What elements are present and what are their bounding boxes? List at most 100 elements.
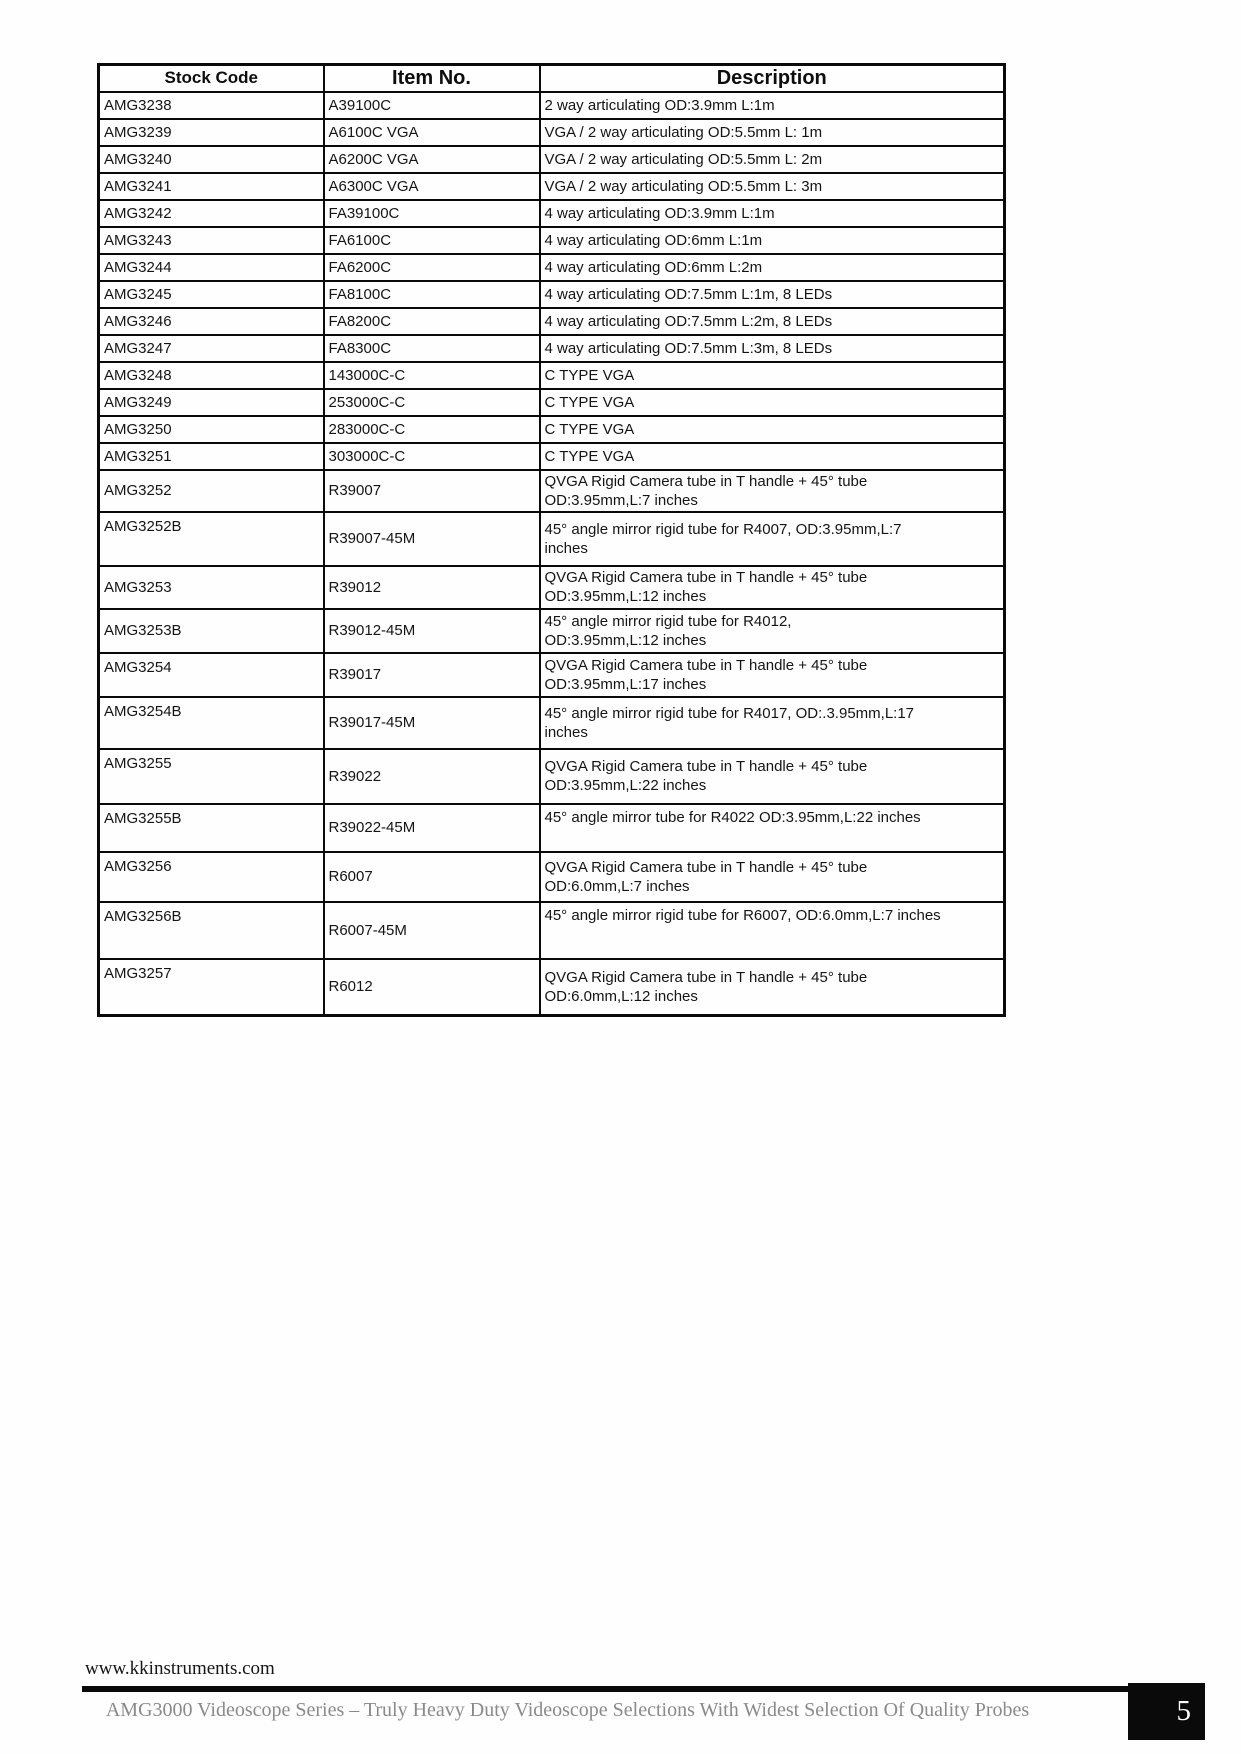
- table-row: AMG3245 FA8100C 4 way articulating OD:7.…: [97, 279, 1006, 309]
- description-cell: VGA / 2 way articulating OD:5.5mm L: 2m: [538, 144, 1006, 174]
- item-no-cell: R6007: [322, 850, 541, 903]
- stock-code-cell: AMG3253: [97, 564, 325, 610]
- table-row: AMG3252B R39007-45M 45° angle mirror rig…: [97, 510, 1006, 567]
- description-cell: 4 way articulating OD:3.9mm L:1m: [538, 198, 1006, 228]
- item-no-cell: FA6100C: [322, 225, 541, 255]
- description-cell: C TYPE VGA: [538, 441, 1006, 471]
- table-row: AMG3248 143000C-C C TYPE VGA: [97, 360, 1006, 390]
- stock-code-cell: AMG3238: [97, 90, 325, 120]
- table-row: AMG3253 R39012 QVGA Rigid Camera tube in…: [97, 564, 1006, 610]
- description-cell: C TYPE VGA: [538, 360, 1006, 390]
- table-row: AMG3247 FA8300C 4 way articulating OD:7.…: [97, 333, 1006, 363]
- table-row: AMG3249 253000C-C C TYPE VGA: [97, 387, 1006, 417]
- description-cell: C TYPE VGA: [538, 414, 1006, 444]
- description-cell: 4 way articulating OD:7.5mm L:2m, 8 LEDs: [538, 306, 1006, 336]
- footer-website-url: www.kkinstruments.com: [85, 1658, 275, 1679]
- footer-tagline: AMG3000 Videoscope Series – Truly Heavy …: [105, 1699, 1030, 1721]
- table-row: AMG3243 FA6100C 4 way articulating OD:6m…: [97, 225, 1006, 255]
- stock-code-cell: AMG3243: [97, 225, 325, 255]
- stock-code-cell: AMG3256B: [97, 900, 325, 960]
- stock-code-cell: AMG3250: [97, 414, 325, 444]
- table-row: AMG3250 283000C-C C TYPE VGA: [97, 414, 1006, 444]
- item-no-cell: R39022-45M: [322, 802, 541, 853]
- table-header-row: Stock Code Item No. Description: [97, 63, 1006, 93]
- item-no-cell: 283000C-C: [322, 414, 541, 444]
- stock-code-cell: AMG3241: [97, 171, 325, 201]
- stock-code-cell: AMG3245: [97, 279, 325, 309]
- description-cell: C TYPE VGA: [538, 387, 1006, 417]
- table-row: AMG3238 A39100C 2 way articulating OD:3.…: [97, 90, 1006, 120]
- item-no-cell: A39100C: [322, 90, 541, 120]
- stock-code-cell: AMG3252: [97, 468, 325, 513]
- description-cell: 4 way articulating OD:7.5mm L:3m, 8 LEDs: [538, 333, 1006, 363]
- table-row: AMG3254 R39017 QVGA Rigid Camera tube in…: [97, 651, 1006, 698]
- item-no-cell: R39012: [322, 564, 541, 610]
- table-row: AMG3239 A6100C VGA VGA / 2 way articulat…: [97, 117, 1006, 147]
- description-cell: 2 way articulating OD:3.9mm L:1m: [538, 90, 1006, 120]
- description-cell: 45° angle mirror rigid tube for R4012, O…: [538, 607, 1006, 654]
- description-cell: 45° angle mirror tube for R4022 OD:3.95m…: [538, 802, 1006, 853]
- stock-code-cell: AMG3239: [97, 117, 325, 147]
- description-cell: QVGA Rigid Camera tube in T handle + 45°…: [538, 850, 1006, 903]
- page-number-badge: 5: [1128, 1683, 1205, 1740]
- description-cell: QVGA Rigid Camera tube in T handle + 45°…: [538, 468, 1006, 513]
- stock-code-cell: AMG3256: [97, 850, 325, 903]
- description-cell: 45° angle mirror rigid tube for R6007, O…: [538, 900, 1006, 960]
- item-no-cell: FA6200C: [322, 252, 541, 282]
- table-row: AMG3255B R39022-45M 45° angle mirror tub…: [97, 802, 1006, 853]
- table-row: AMG3240 A6200C VGA VGA / 2 way articulat…: [97, 144, 1006, 174]
- stock-code-cell: AMG3244: [97, 252, 325, 282]
- item-no-cell: FA8300C: [322, 333, 541, 363]
- item-no-cell: 303000C-C: [322, 441, 541, 471]
- stock-code-cell: AMG3255: [97, 747, 325, 805]
- item-no-cell: 253000C-C: [322, 387, 541, 417]
- stock-code-cell: AMG3251: [97, 441, 325, 471]
- description-cell: 4 way articulating OD:6mm L:1m: [538, 225, 1006, 255]
- description-cell: QVGA Rigid Camera tube in T handle + 45°…: [538, 747, 1006, 805]
- table-row: AMG3255 R39022 QVGA Rigid Camera tube in…: [97, 747, 1006, 805]
- footer-divider-rule: [82, 1686, 1128, 1692]
- table-row: AMG3252 R39007 QVGA Rigid Camera tube in…: [97, 468, 1006, 513]
- table-row: AMG3257 R6012 QVGA Rigid Camera tube in …: [97, 957, 1006, 1017]
- item-no-cell: A6200C VGA: [322, 144, 541, 174]
- stock-code-cell: AMG3242: [97, 198, 325, 228]
- item-no-cell: FA39100C: [322, 198, 541, 228]
- table-row: AMG3251 303000C-C C TYPE VGA: [97, 441, 1006, 471]
- stock-code-cell: AMG3254: [97, 651, 325, 698]
- stock-code-cell: AMG3253B: [97, 607, 325, 654]
- description-cell: 45° angle mirror rigid tube for R4007, O…: [538, 510, 1006, 567]
- table-row: AMG3256B R6007-45M 45° angle mirror rigi…: [97, 900, 1006, 960]
- description-cell: 4 way articulating OD:7.5mm L:1m, 8 LEDs: [538, 279, 1006, 309]
- stock-code-cell: AMG3254B: [97, 695, 325, 750]
- table-row: AMG3242 FA39100C 4 way articulating OD:3…: [97, 198, 1006, 228]
- item-no-cell: R39012-45M: [322, 607, 541, 654]
- description-cell: VGA / 2 way articulating OD:5.5mm L: 1m: [538, 117, 1006, 147]
- description-cell: 45° angle mirror rigid tube for R4017, O…: [538, 695, 1006, 750]
- header-description: Description: [538, 63, 1006, 93]
- table-row: AMG3256 R6007 QVGA Rigid Camera tube in …: [97, 850, 1006, 903]
- stock-code-cell: AMG3249: [97, 387, 325, 417]
- item-no-cell: R6012: [322, 957, 541, 1017]
- table-row: AMG3241 A6300C VGA VGA / 2 way articulat…: [97, 171, 1006, 201]
- stock-code-cell: AMG3247: [97, 333, 325, 363]
- item-no-cell: 143000C-C: [322, 360, 541, 390]
- description-cell: QVGA Rigid Camera tube in T handle + 45°…: [538, 651, 1006, 698]
- products-table: Stock Code Item No. Description AMG3238 …: [97, 63, 1006, 1017]
- item-no-cell: R39007: [322, 468, 541, 513]
- description-cell: QVGA Rigid Camera tube in T handle + 45°…: [538, 564, 1006, 610]
- item-no-cell: A6100C VGA: [322, 117, 541, 147]
- item-no-cell: FA8200C: [322, 306, 541, 336]
- page-number: 5: [1176, 1695, 1192, 1727]
- item-no-cell: R39022: [322, 747, 541, 805]
- stock-code-cell: AMG3240: [97, 144, 325, 174]
- header-item-no: Item No.: [322, 63, 541, 93]
- table-row: AMG3246 FA8200C 4 way articulating OD:7.…: [97, 306, 1006, 336]
- item-no-cell: A6300C VGA: [322, 171, 541, 201]
- table-row: AMG3254B R39017-45M 45° angle mirror rig…: [97, 695, 1006, 750]
- stock-code-cell: AMG3246: [97, 306, 325, 336]
- table-row: AMG3253B R39012-45M 45° angle mirror rig…: [97, 607, 1006, 654]
- table-row: AMG3244 FA6200C 4 way articulating OD:6m…: [97, 252, 1006, 282]
- item-no-cell: R39017: [322, 651, 541, 698]
- item-no-cell: R6007-45M: [322, 900, 541, 960]
